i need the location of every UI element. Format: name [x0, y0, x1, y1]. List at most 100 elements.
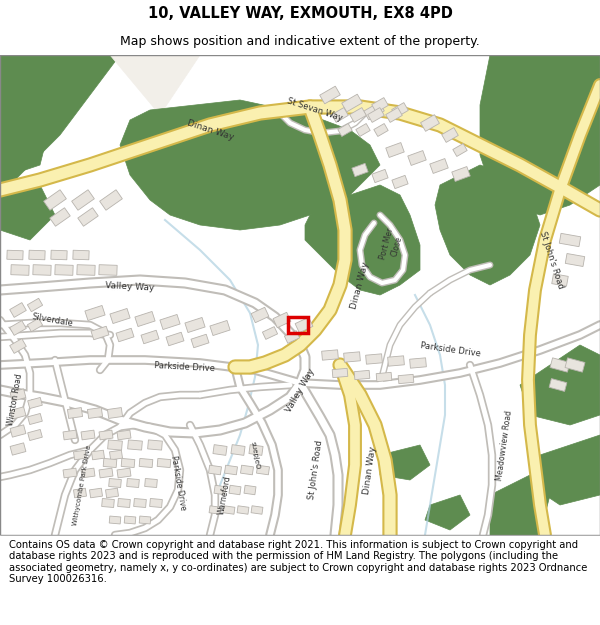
Polygon shape: [392, 176, 408, 189]
Polygon shape: [365, 354, 382, 364]
Polygon shape: [91, 326, 109, 340]
Polygon shape: [565, 358, 585, 372]
Polygon shape: [149, 499, 163, 508]
Text: Silverdale: Silverdale: [31, 312, 73, 328]
Polygon shape: [386, 142, 404, 158]
Polygon shape: [10, 339, 26, 353]
Polygon shape: [127, 479, 139, 488]
Polygon shape: [134, 499, 146, 508]
Text: Port Mer
Close: Port Mer Close: [379, 227, 406, 263]
Polygon shape: [124, 516, 136, 524]
Polygon shape: [100, 190, 122, 210]
Polygon shape: [63, 468, 77, 478]
Polygon shape: [352, 163, 368, 177]
Text: suepJeO: suepJeO: [250, 441, 260, 469]
Polygon shape: [121, 459, 135, 468]
Polygon shape: [110, 309, 130, 324]
Text: Valley Way: Valley Way: [284, 366, 316, 414]
Text: Withycombe Park Drive: Withycombe Park Drive: [72, 444, 92, 526]
Polygon shape: [520, 345, 600, 425]
Polygon shape: [344, 352, 361, 362]
Polygon shape: [99, 430, 113, 440]
Polygon shape: [224, 465, 238, 475]
Polygon shape: [10, 407, 26, 419]
Polygon shape: [28, 398, 43, 409]
Polygon shape: [530, 435, 600, 505]
Polygon shape: [209, 506, 221, 514]
Polygon shape: [305, 185, 420, 295]
Polygon shape: [145, 479, 157, 488]
Polygon shape: [107, 408, 122, 418]
Polygon shape: [71, 190, 94, 210]
Polygon shape: [231, 444, 245, 456]
Polygon shape: [490, 475, 550, 535]
Polygon shape: [284, 331, 299, 343]
Polygon shape: [213, 444, 227, 456]
Polygon shape: [452, 167, 470, 181]
Polygon shape: [380, 445, 430, 480]
Polygon shape: [342, 94, 362, 112]
Polygon shape: [320, 86, 340, 104]
Text: Winston Road: Winston Road: [6, 373, 24, 427]
Polygon shape: [118, 499, 130, 508]
Polygon shape: [364, 102, 384, 120]
Polygon shape: [51, 250, 67, 260]
Polygon shape: [10, 389, 26, 401]
Polygon shape: [109, 479, 121, 488]
Polygon shape: [166, 332, 184, 346]
Polygon shape: [223, 506, 235, 514]
Polygon shape: [249, 444, 263, 456]
Text: Parkside Drive: Parkside Drive: [419, 341, 481, 359]
Bar: [288, 317, 308, 333]
Polygon shape: [0, 55, 120, 195]
Polygon shape: [371, 98, 388, 112]
Polygon shape: [77, 265, 95, 275]
Polygon shape: [10, 425, 26, 437]
Polygon shape: [106, 488, 118, 498]
Text: Valley Way: Valley Way: [105, 281, 155, 292]
Polygon shape: [50, 208, 70, 226]
Polygon shape: [10, 321, 26, 336]
Polygon shape: [11, 265, 29, 275]
Polygon shape: [185, 318, 205, 332]
Polygon shape: [295, 318, 313, 332]
Polygon shape: [29, 250, 45, 260]
Polygon shape: [148, 440, 163, 450]
Polygon shape: [110, 450, 122, 460]
Polygon shape: [88, 408, 103, 418]
Polygon shape: [550, 358, 570, 372]
Text: Contains OS data © Crown copyright and database right 2021. This information is : Contains OS data © Crown copyright and d…: [9, 539, 587, 584]
Polygon shape: [354, 371, 370, 379]
Text: St Sevan Way: St Sevan Way: [286, 97, 344, 123]
Polygon shape: [430, 159, 448, 173]
Polygon shape: [241, 465, 253, 475]
Polygon shape: [128, 440, 142, 450]
Polygon shape: [251, 308, 269, 322]
Polygon shape: [322, 350, 338, 360]
Polygon shape: [44, 190, 67, 210]
Polygon shape: [73, 250, 89, 260]
Polygon shape: [81, 468, 95, 478]
Polygon shape: [89, 488, 103, 498]
Polygon shape: [103, 459, 117, 468]
Polygon shape: [28, 429, 43, 441]
Polygon shape: [435, 165, 540, 285]
Text: Meadowview Road: Meadowview Road: [494, 409, 514, 481]
Polygon shape: [332, 107, 349, 122]
Polygon shape: [559, 233, 581, 247]
Polygon shape: [244, 485, 256, 495]
Polygon shape: [28, 414, 43, 424]
Polygon shape: [0, 55, 200, 115]
Polygon shape: [74, 488, 86, 498]
Polygon shape: [99, 468, 113, 478]
Polygon shape: [549, 379, 567, 391]
Polygon shape: [28, 298, 43, 312]
Polygon shape: [251, 506, 263, 514]
Text: Warneford: Warneford: [217, 474, 233, 516]
Polygon shape: [398, 374, 414, 384]
Polygon shape: [74, 450, 86, 460]
Polygon shape: [374, 124, 388, 136]
Polygon shape: [552, 274, 568, 286]
Polygon shape: [392, 102, 409, 118]
Polygon shape: [410, 358, 427, 368]
